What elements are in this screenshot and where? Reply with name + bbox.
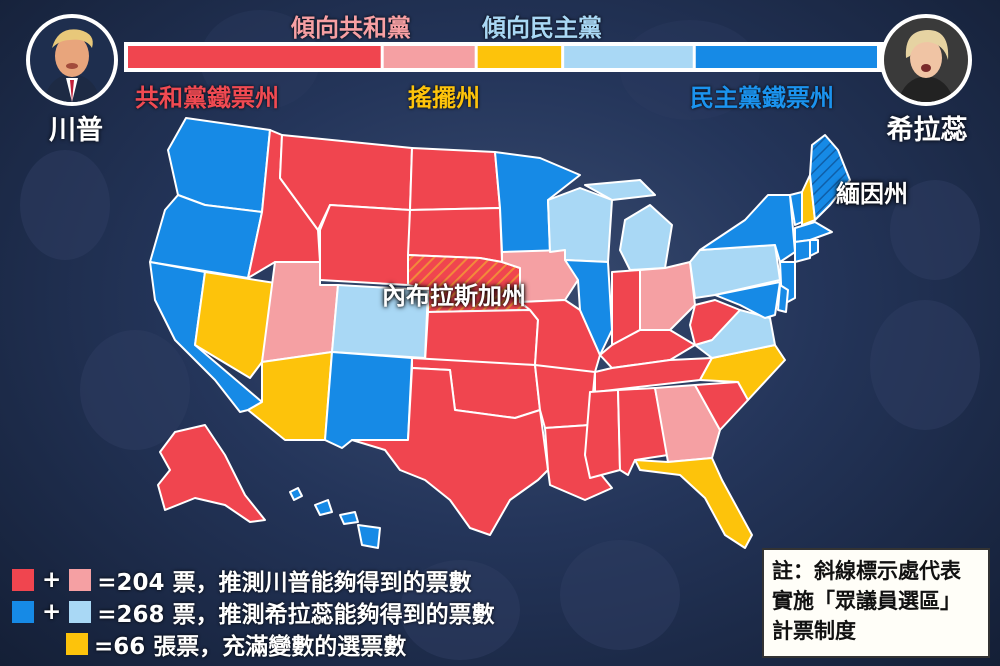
state-md xyxy=(714,281,781,319)
note-text: 註：斜線標示處代表實施「眾議員選區」計票制度 xyxy=(772,559,961,643)
scale-segment-solid-democrat xyxy=(695,46,877,68)
crowd-figure xyxy=(560,540,680,650)
crowd-figure xyxy=(20,150,110,260)
state-de xyxy=(777,284,789,313)
state-mi-up xyxy=(584,179,656,201)
state-nd xyxy=(409,147,501,211)
scale-segment-lean-democrat xyxy=(564,46,693,68)
maine-label: 緬因州 xyxy=(836,180,908,208)
state-hi-1 xyxy=(289,487,303,501)
state-wi xyxy=(547,187,613,263)
swing-votes-text: =66 張票，充滿變數的選票數 xyxy=(94,634,407,660)
state-tx xyxy=(351,367,549,536)
state-ri xyxy=(809,239,819,257)
state-fl xyxy=(634,457,753,549)
state-oh xyxy=(639,261,696,331)
swing-label: 搖擺州 xyxy=(408,84,480,112)
crowd-figure xyxy=(870,300,980,430)
crowd-figure xyxy=(890,180,980,280)
state-me xyxy=(809,134,851,221)
swatch-lean-democrat xyxy=(69,601,92,623)
state-ga xyxy=(654,384,721,463)
legend-democrat: + =268 票，推測希拉蕊能夠得到的票數 xyxy=(12,598,495,628)
legend-republican: + =204 票，推測川普能夠得到的票數 xyxy=(12,566,472,596)
clinton-photo xyxy=(880,14,972,106)
state-nm xyxy=(324,351,413,449)
nebraska-label: 內布拉斯加州 xyxy=(382,282,526,310)
solid-republican-label: 共和黨鐵票州 xyxy=(135,84,279,112)
note-box: 註：斜線標示處代表實施「眾議員選區」計票制度 xyxy=(762,548,990,658)
state-mi xyxy=(619,204,673,271)
plus-sign: + xyxy=(42,599,62,625)
solid-democrat-label: 民主黨鐵票州 xyxy=(690,84,834,112)
republican-votes-text: =204 票，推測川普能夠得到的票數 xyxy=(97,570,472,596)
state-nv xyxy=(194,271,276,379)
state-ms xyxy=(584,389,621,479)
state-ar xyxy=(534,364,596,429)
lean-republican-label: 傾向共和黨 xyxy=(291,14,411,42)
crowd-figure xyxy=(400,560,520,660)
swatch-swing xyxy=(66,633,88,655)
state-ct xyxy=(794,239,811,263)
state-wy xyxy=(319,204,411,286)
lean-democrat-label: 傾向民主黨 xyxy=(482,14,602,42)
clinton-name: 希拉蕊 xyxy=(886,115,968,146)
state-hi-2 xyxy=(314,499,333,516)
swatch-solid-republican xyxy=(12,569,34,591)
state-wv xyxy=(689,299,741,346)
trump-photo xyxy=(26,14,118,106)
scale-segment-solid-republican xyxy=(128,46,381,68)
state-ma xyxy=(794,221,833,243)
plus-sign: + xyxy=(42,567,62,593)
scale-segment-swing xyxy=(477,46,562,68)
state-sd xyxy=(407,207,503,263)
color-scale-bar xyxy=(124,42,884,72)
state-ny xyxy=(699,194,796,263)
legend-swing: =66 張票，充滿變數的選票數 xyxy=(12,630,407,660)
state-ak xyxy=(157,424,266,523)
scale-segment-lean-republican xyxy=(383,46,475,68)
state-hi-3 xyxy=(339,511,359,525)
state-ks xyxy=(424,309,539,366)
democrat-votes-text: =268 票，推測希拉蕊能夠得到的票數 xyxy=(97,602,495,628)
swatch-lean-republican xyxy=(69,569,92,591)
crowd-figure xyxy=(80,330,190,450)
state-hi-4 xyxy=(357,524,381,549)
trump-name: 川普 xyxy=(49,115,103,146)
swatch-solid-democrat xyxy=(12,601,34,623)
